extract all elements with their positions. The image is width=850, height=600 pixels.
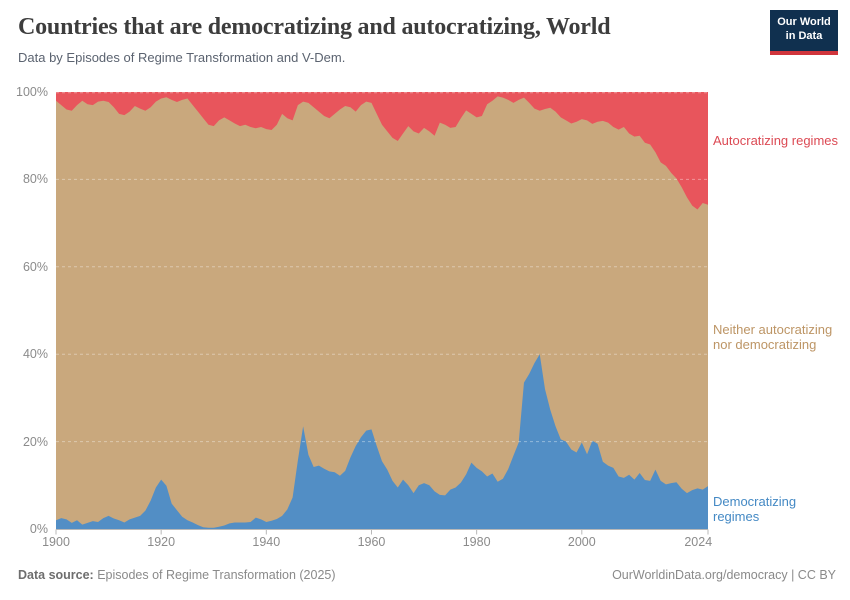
y-tick-label: 100% bbox=[16, 85, 48, 99]
page-title: Countries that are democratizing and aut… bbox=[18, 14, 611, 40]
x-tick-label: 1980 bbox=[462, 535, 491, 549]
series-label-democratizing: Democratizing regimes bbox=[713, 494, 797, 525]
x-tick-label: 2000 bbox=[567, 535, 596, 549]
series-label-neither: Neither autocratizing nor democratizing bbox=[713, 322, 833, 353]
series-label-autocratizing: Autocratizing regimes bbox=[713, 133, 838, 148]
y-tick-label: 60% bbox=[22, 259, 48, 274]
x-tick-label: 2024 bbox=[684, 535, 713, 549]
data-source-label: Data source: bbox=[18, 568, 94, 582]
footer-credits: OurWorldinData.org/democracy | CC BY bbox=[612, 568, 836, 582]
y-tick-label: 40% bbox=[22, 347, 48, 362]
x-tick-label: 1900 bbox=[42, 535, 70, 549]
data-source-note: Data source: Episodes of Regime Transfor… bbox=[18, 568, 336, 582]
owid-logo-line2: in Data bbox=[785, 30, 823, 43]
plot-wrap bbox=[55, 92, 709, 535]
x-tick-label: 1940 bbox=[252, 535, 281, 549]
y-tick-label: 80% bbox=[22, 172, 48, 187]
license-label: CC BY bbox=[797, 568, 836, 582]
owid-logo: Our World in Data bbox=[770, 10, 838, 55]
data-source-value: Episodes of Regime Transformation (2025) bbox=[93, 568, 336, 582]
y-tick-label: 0% bbox=[29, 522, 48, 536]
area-democratizing bbox=[56, 354, 708, 529]
owid-url-link[interactable]: OurWorldinData.org/democracy bbox=[612, 568, 788, 582]
x-tick-label: 1960 bbox=[357, 535, 386, 549]
plot-area[interactable] bbox=[55, 92, 709, 535]
gridlines bbox=[56, 92, 708, 443]
owid-logo-line1: Our World bbox=[777, 16, 831, 28]
x-tick-label: 1920 bbox=[147, 535, 176, 549]
y-tick-label: 20% bbox=[22, 434, 48, 449]
chart-subtitle: Data by Episodes of Regime Transformatio… bbox=[18, 50, 346, 65]
axis bbox=[55, 529, 709, 535]
footer-separator: | bbox=[787, 568, 798, 582]
